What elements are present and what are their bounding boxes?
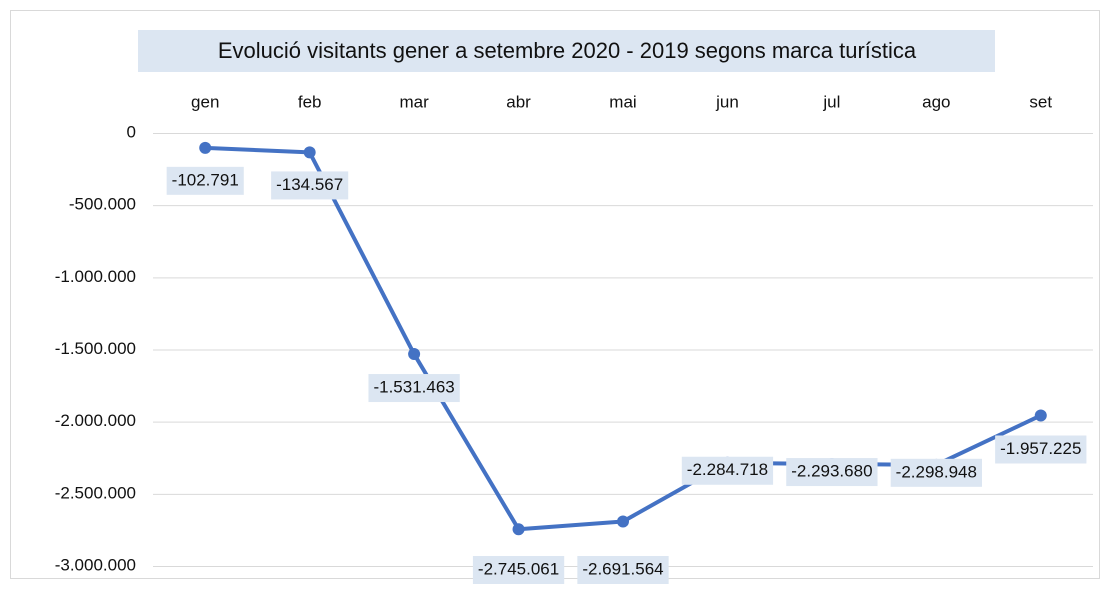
title-box <box>138 30 995 72</box>
x-tick-label: feb <box>298 92 322 111</box>
label-box <box>166 166 244 195</box>
data-label: -134.567 <box>276 175 343 194</box>
y-tick-label: 0 <box>127 122 136 141</box>
x-tick-label: gen <box>191 92 219 111</box>
y-tick-label: -3.000.000 <box>55 555 136 574</box>
data-label: -102.791 <box>172 170 239 189</box>
data-label: -2.284.718 <box>687 460 768 479</box>
x-tick-label: jul <box>822 92 840 111</box>
y-tick-label: -1.500.000 <box>55 339 136 358</box>
marker <box>408 348 421 361</box>
label-box <box>271 171 349 200</box>
label-box <box>681 456 774 485</box>
marker <box>512 523 525 536</box>
label-box <box>368 374 460 403</box>
data-label: -2.691.564 <box>582 559 663 578</box>
label-box <box>995 435 1087 464</box>
label-box <box>472 556 565 584</box>
x-tick-label: mai <box>609 92 636 111</box>
marker <box>303 146 316 159</box>
marker <box>617 515 629 528</box>
x-tick-label: ago <box>922 92 950 111</box>
data-label: -1.531.463 <box>373 378 454 397</box>
data-label: -1.957.225 <box>1000 439 1081 458</box>
y-tick-label: -2.000.000 <box>55 411 136 430</box>
x-tick-label: jun <box>715 92 739 111</box>
y-tick-label: -2.500.000 <box>55 483 136 502</box>
x-tick-label: abr <box>506 92 531 111</box>
label-box <box>786 458 878 487</box>
marker <box>1034 409 1047 422</box>
y-tick-label: -500.000 <box>69 195 136 214</box>
label-box <box>890 458 982 487</box>
label-box <box>577 556 669 584</box>
data-label: -2.293.680 <box>791 462 872 481</box>
x-tick-label: set <box>1029 92 1052 111</box>
data-label: -2.745.061 <box>478 559 559 578</box>
chart-title: Evolució visitants gener a setembre 2020… <box>218 38 917 63</box>
y-tick-label: -1.000.000 <box>55 267 136 286</box>
x-tick-label: mar <box>399 92 429 111</box>
data-label: -2.298.948 <box>896 462 977 481</box>
marker <box>199 141 212 154</box>
